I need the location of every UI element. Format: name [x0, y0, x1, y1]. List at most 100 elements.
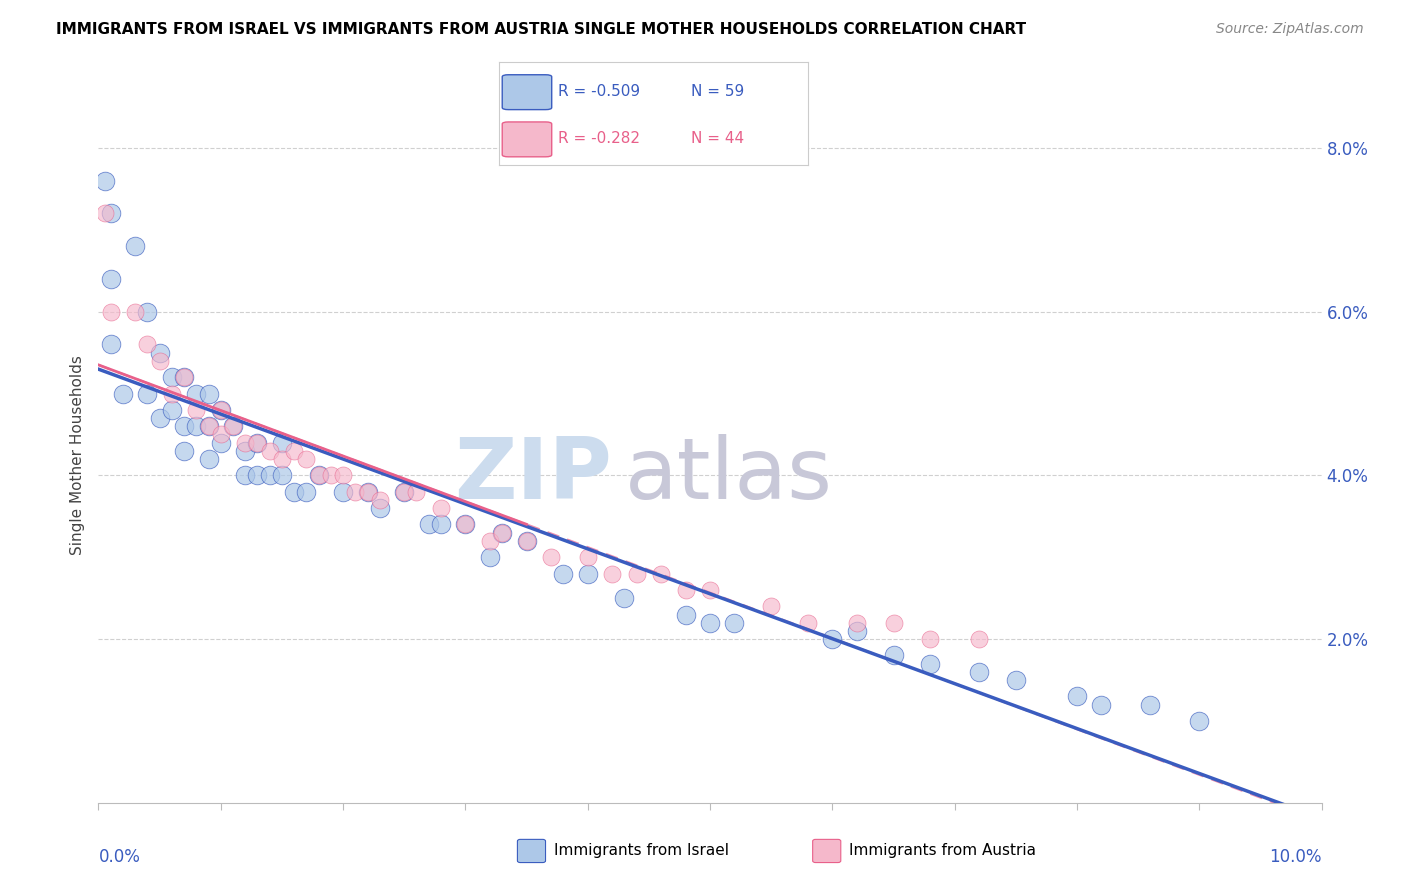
- Point: [613, 591, 636, 606]
- Point: [186, 386, 208, 401]
- Point: [308, 468, 330, 483]
- Point: [626, 566, 648, 581]
- Point: [392, 484, 416, 499]
- Point: [173, 419, 195, 434]
- Point: [136, 386, 159, 401]
- Text: 10.0%: 10.0%: [1270, 848, 1322, 866]
- Point: [967, 632, 990, 646]
- Point: [295, 452, 318, 467]
- Point: [160, 386, 183, 401]
- Point: [100, 337, 122, 351]
- Point: [308, 468, 330, 483]
- Point: [576, 550, 599, 565]
- Point: [295, 484, 318, 499]
- Point: [576, 566, 599, 581]
- Point: [1066, 690, 1088, 704]
- Point: [600, 566, 623, 581]
- Text: Source: ZipAtlas.com: Source: ZipAtlas.com: [1216, 22, 1364, 37]
- Point: [246, 435, 269, 450]
- Text: IMMIGRANTS FROM ISRAEL VS IMMIGRANTS FROM AUSTRIA SINGLE MOTHER HOUSEHOLDS CORRE: IMMIGRANTS FROM ISRAEL VS IMMIGRANTS FRO…: [56, 22, 1026, 37]
- Point: [160, 370, 183, 384]
- Text: N = 44: N = 44: [690, 131, 744, 146]
- Point: [920, 657, 942, 671]
- Point: [100, 272, 122, 286]
- Point: [136, 337, 159, 351]
- Point: [540, 550, 562, 565]
- Point: [699, 582, 721, 597]
- Point: [478, 533, 501, 548]
- Point: [283, 443, 305, 458]
- Point: [233, 443, 256, 458]
- Point: [478, 550, 501, 565]
- Point: [553, 566, 575, 581]
- Point: [430, 501, 453, 516]
- Point: [920, 632, 942, 646]
- Point: [759, 599, 782, 614]
- Point: [259, 468, 281, 483]
- Point: [270, 435, 292, 450]
- Point: [332, 468, 354, 483]
- Point: [392, 484, 416, 499]
- Point: [491, 525, 513, 540]
- Point: [111, 386, 134, 401]
- Point: [1004, 673, 1026, 687]
- Point: [270, 452, 292, 467]
- Point: [332, 484, 354, 499]
- Point: [173, 370, 195, 384]
- Point: [368, 492, 391, 507]
- Point: [675, 582, 697, 597]
- Point: [797, 615, 820, 630]
- Text: atlas: atlas: [624, 434, 832, 517]
- Point: [136, 304, 159, 318]
- Point: [124, 304, 146, 318]
- Point: [699, 615, 721, 630]
- Point: [319, 468, 342, 483]
- Text: Immigrants from Austria: Immigrants from Austria: [849, 844, 1036, 858]
- Point: [1188, 714, 1211, 728]
- Point: [93, 206, 115, 220]
- Point: [222, 419, 245, 434]
- Point: [246, 435, 269, 450]
- Point: [845, 624, 868, 638]
- Point: [93, 174, 115, 188]
- Point: [454, 517, 477, 532]
- FancyBboxPatch shape: [502, 122, 551, 157]
- Point: [356, 484, 378, 499]
- Point: [197, 419, 219, 434]
- Point: [675, 607, 697, 622]
- Point: [845, 615, 868, 630]
- Point: [100, 304, 122, 318]
- Text: R = -0.282: R = -0.282: [558, 131, 640, 146]
- Point: [368, 501, 391, 516]
- Point: [430, 517, 453, 532]
- Point: [149, 411, 172, 425]
- Point: [283, 484, 305, 499]
- Point: [186, 419, 208, 434]
- Point: [418, 517, 440, 532]
- Point: [723, 615, 745, 630]
- Point: [356, 484, 378, 499]
- Point: [1139, 698, 1161, 712]
- Point: [344, 484, 367, 499]
- Point: [454, 517, 477, 532]
- Point: [197, 386, 219, 401]
- Point: [1090, 698, 1112, 712]
- Point: [491, 525, 513, 540]
- Point: [233, 435, 256, 450]
- Point: [209, 403, 232, 417]
- Text: ZIP: ZIP: [454, 434, 612, 517]
- Point: [173, 443, 195, 458]
- Point: [186, 403, 208, 417]
- Point: [209, 435, 232, 450]
- Text: 0.0%: 0.0%: [98, 848, 141, 866]
- Y-axis label: Single Mother Households: Single Mother Households: [70, 355, 86, 555]
- Text: Immigrants from Israel: Immigrants from Israel: [554, 844, 728, 858]
- Point: [270, 468, 292, 483]
- Point: [149, 353, 172, 368]
- Point: [197, 452, 219, 467]
- Point: [967, 665, 990, 679]
- Point: [197, 419, 219, 434]
- FancyBboxPatch shape: [502, 75, 551, 110]
- Text: N = 59: N = 59: [690, 84, 744, 99]
- Point: [173, 370, 195, 384]
